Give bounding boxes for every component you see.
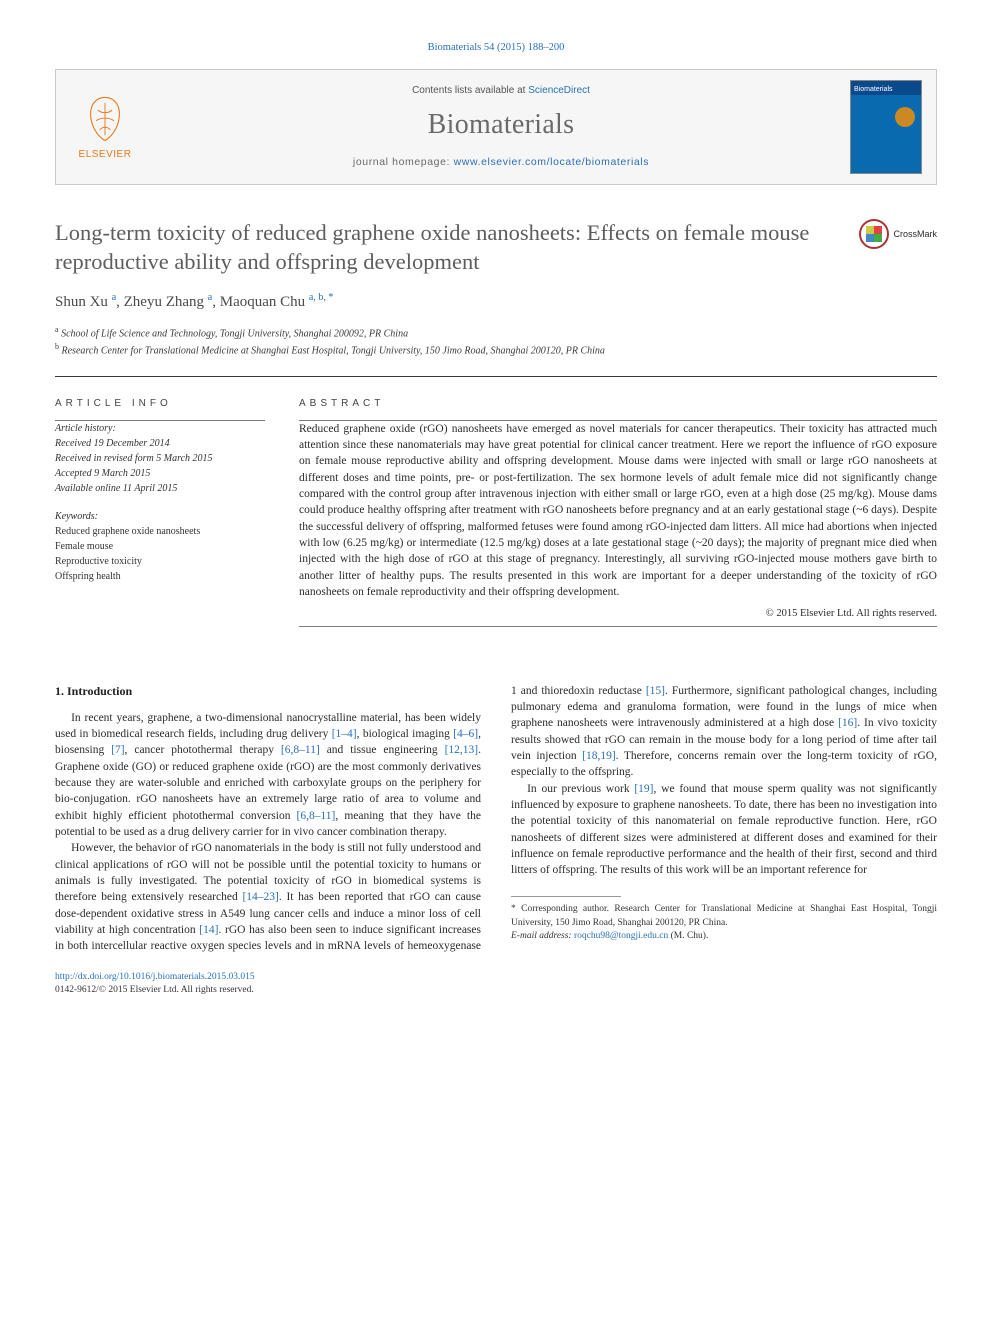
citation-ref[interactable]: [1–4] [332,728,357,740]
article-title: Long-term toxicity of reduced graphene o… [55,219,937,277]
history-online: Available online 11 April 2015 [55,481,265,496]
issn-copyright: 0142-9612/© 2015 Elsevier Ltd. All right… [55,984,937,997]
copyright-line: © 2015 Elsevier Ltd. All rights reserved… [299,606,937,621]
journal-header: ELSEVIER Contents lists available at Sci… [55,69,937,185]
homepage-url[interactable]: www.elsevier.com/locate/biomaterials [454,156,650,168]
keyword: Reduced graphene oxide nanosheets [55,524,265,539]
keyword: Female mouse [55,539,265,554]
publisher-logo: ELSEVIER [70,87,140,167]
body-paragraph: In recent years, graphene, a two-dimensi… [55,710,481,841]
body-paragraph: In our previous work [19], we found that… [511,781,937,879]
crossmark-badge[interactable]: CrossMark [859,219,937,249]
citation-ref[interactable]: [14] [199,924,218,936]
affiliation-b: b Research Center for Translational Medi… [55,341,937,358]
contents-prefix: Contents lists available at [412,85,528,96]
author-3: Maoquan Chu a, b, * [220,294,334,310]
article-body: 1. Introduction In recent years, graphen… [55,683,937,955]
affiliations: a School of Life Science and Technology,… [55,324,937,359]
keywords-list: Reduced graphene oxide nanosheets Female… [55,524,265,584]
crossmark-icon [859,219,889,249]
doi-link[interactable]: http://dx.doi.org/10.1016/j.biomaterials… [55,972,255,982]
citation-ref[interactable]: [18,19] [582,750,616,762]
citation-ref[interactable]: [6,8–11] [281,744,320,756]
divider [299,626,937,627]
citation-ref[interactable]: [4–6] [453,728,478,740]
author-2: Zheyu Zhang a [124,294,213,310]
keyword: Offspring health [55,569,265,584]
history-label: Article history: [55,421,265,436]
abstract-label: ABSTRACT [299,397,937,412]
page-footer: http://dx.doi.org/10.1016/j.biomaterials… [55,971,937,998]
keywords-label: Keywords: [55,510,265,525]
keyword: Reproductive toxicity [55,554,265,569]
journal-name: Biomaterials [152,105,850,146]
corresponding-author-footnote: * Corresponding author. Research Center … [511,903,937,943]
citation-ref[interactable]: [6,8–11] [297,810,336,822]
abstract-text: Reduced graphene oxide (rGO) nanosheets … [299,421,937,601]
citation-ref[interactable]: [7] [111,744,124,756]
history-received: Received 19 December 2014 [55,436,265,451]
crossmark-label: CrossMark [893,228,937,241]
article-info-label: ARTICLE INFO [55,397,265,412]
sciencedirect-link[interactable]: ScienceDirect [528,85,590,96]
citation-ref[interactable]: [15] [646,685,665,697]
cover-label: Biomaterials [851,81,921,99]
article-history: Article history: Received 19 December 20… [55,421,265,496]
author-1: Shun Xu a [55,294,116,310]
affiliation-a: a School of Life Science and Technology,… [55,324,937,341]
author-email[interactable]: roqchu98@tongji.edu.cn [574,931,668,941]
citation-ref[interactable]: [12,13] [445,744,479,756]
history-revised: Received in revised form 5 March 2015 [55,451,265,466]
history-accepted: Accepted 9 March 2015 [55,466,265,481]
citation-ref[interactable]: [19] [634,783,653,795]
section-heading-introduction: 1. Introduction [55,683,481,700]
publisher-name: ELSEVIER [79,148,132,163]
journal-cover-thumbnail: Biomaterials [850,80,922,174]
citation-line: Biomaterials 54 (2015) 188–200 [55,40,937,55]
journal-homepage: journal homepage: www.elsevier.com/locat… [152,155,850,170]
contents-available: Contents lists available at ScienceDirec… [152,84,850,99]
footnote-divider [511,896,621,897]
divider [55,376,937,377]
author-list: Shun Xu a, Zheyu Zhang a, Maoquan Chu a,… [55,291,937,314]
citation-ref[interactable]: [14–23] [242,891,278,903]
citation-ref[interactable]: [16] [838,717,857,729]
email-label: E-mail address: [511,931,574,941]
footnote-text: * Corresponding author. Research Center … [511,903,937,930]
homepage-prefix: journal homepage: [353,156,454,168]
